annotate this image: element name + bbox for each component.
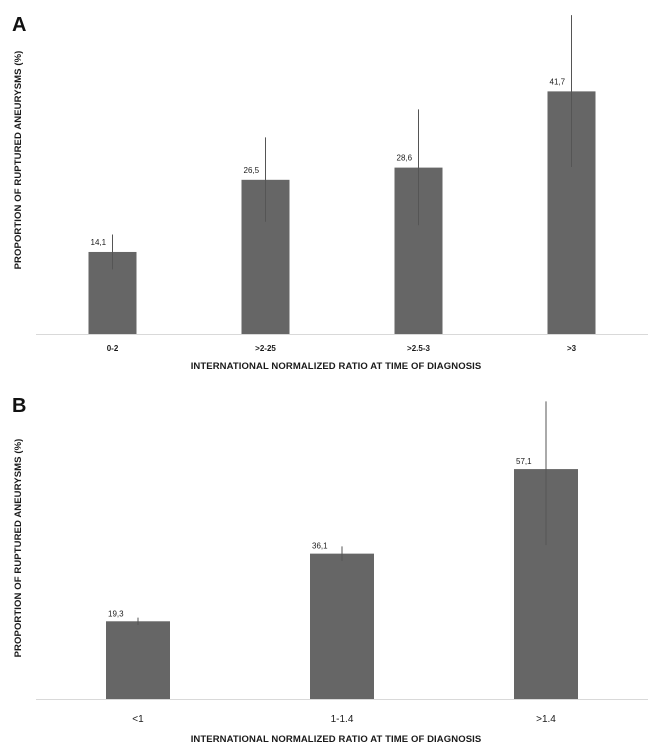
data-label-4: 41,7: [550, 77, 566, 86]
data-label-3: 28,6: [397, 154, 413, 163]
panel-a-y-axis-title: PROPORTION OF RUPTURED ANEURYSMS (%): [13, 51, 24, 270]
x-tick-label-3: >1.4: [536, 714, 556, 725]
data-label-1: 14,1: [91, 238, 107, 247]
x-tick-label-3: >2.5-3: [407, 344, 430, 353]
panel-a-chart: A PROPORTION OF RUPTURED ANEURYSMS (%) I…: [12, 14, 648, 372]
bar-1: [106, 621, 170, 699]
data-label-2: 26,5: [244, 166, 260, 175]
x-tick-label-1: 0-2: [107, 344, 119, 353]
panel-b-plot-area: 19,3 <1 36,1 1-1.4 57,1 >1.4: [36, 401, 648, 725]
data-label-1: 19,3: [108, 609, 124, 618]
x-tick-label-2: 1-1.4: [331, 714, 354, 725]
panel-b-chart: B PROPORTION OF RUPTURED ANEURYSMS (%) I…: [12, 395, 648, 744]
panel-b-y-axis-title: PROPORTION OF RUPTURED ANEURYSMS (%): [13, 439, 24, 658]
x-tick-label-4: >3: [567, 344, 577, 353]
panel-b-x-axis-title: INTERNATIONAL NORMALIZED RATIO AT TIME O…: [191, 734, 482, 744]
panel-a-x-axis-title: INTERNATIONAL NORMALIZED RATIO AT TIME O…: [191, 361, 482, 372]
panel-a-plot-area: 14,1 0-2 26,5 >2-25 28,6 >2.5-3 41,7 >3: [36, 15, 648, 353]
x-tick-label-2: >2-25: [255, 344, 276, 353]
data-label-2: 36,1: [312, 542, 328, 551]
x-tick-label-1: <1: [132, 714, 144, 725]
panel-a-letter: A: [12, 14, 26, 36]
bar-2: [310, 553, 374, 699]
data-label-3: 57,1: [516, 457, 532, 466]
panel-b-letter: B: [12, 395, 26, 417]
